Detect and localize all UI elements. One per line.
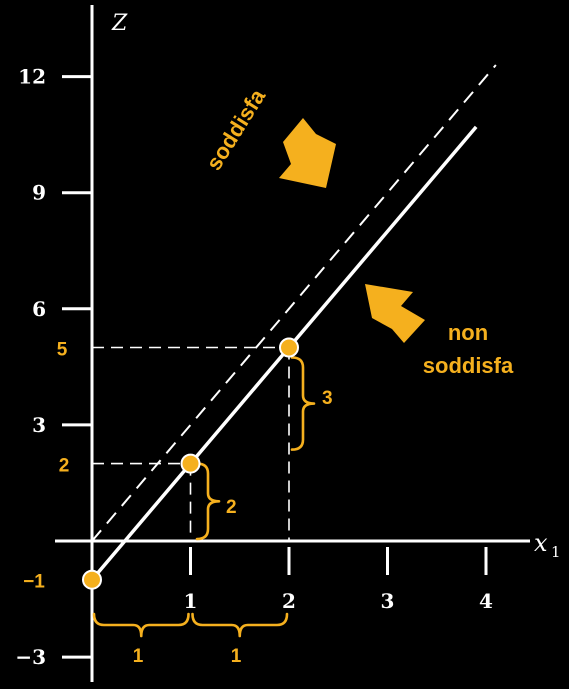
run-label-2: 1 (231, 646, 242, 667)
rise-label-2: 3 (322, 388, 333, 409)
rise-label-1: 2 (226, 497, 237, 518)
x-tick-label: 1 (184, 589, 198, 613)
region-label-non: non (448, 320, 488, 345)
increment-braces (92, 356, 316, 638)
y-tick-label: 3 (32, 413, 46, 437)
y-tick-label: 6 (32, 297, 46, 321)
x-ticks: 1 2 3 4 (184, 547, 493, 613)
point-marker (82, 569, 102, 590)
rise-brace-2 (290, 356, 316, 451)
x-tick-label: 3 (381, 589, 395, 613)
run-label-1: 1 (133, 646, 144, 667)
arrow-non-soddisfa-icon (365, 284, 425, 343)
point-value-label: −1 (23, 572, 45, 593)
run-brace-2 (191, 612, 289, 638)
point-marker (279, 337, 299, 358)
x-tick-label: 4 (479, 589, 493, 613)
arrow-soddisfa-icon (279, 118, 336, 188)
y-tick-label: 12 (18, 65, 46, 89)
dashed-boundary-line (91, 64, 497, 542)
y-axis-label: Z (111, 11, 128, 36)
x-axis-label-subscript: 1 (551, 543, 561, 561)
region-label-soddisfa: soddisfa (201, 84, 271, 175)
rise-brace-1 (195, 462, 221, 541)
points: −1 2 5 (23, 337, 299, 593)
x-tick-label: 2 (282, 589, 296, 613)
point-marker (180, 453, 201, 474)
point-value-label: 2 (59, 456, 70, 477)
x-axis-label: x (534, 529, 548, 557)
y-tick-label: 9 (32, 181, 46, 205)
run-brace-1 (92, 612, 190, 638)
point-value-label: 5 (57, 340, 68, 361)
y-tick-label: −3 (15, 645, 46, 669)
y-ticks: 12 9 6 3 −3 (15, 65, 92, 669)
guide-lines (92, 346, 290, 541)
region-label-soddisfa-2: soddisfa (423, 353, 514, 378)
